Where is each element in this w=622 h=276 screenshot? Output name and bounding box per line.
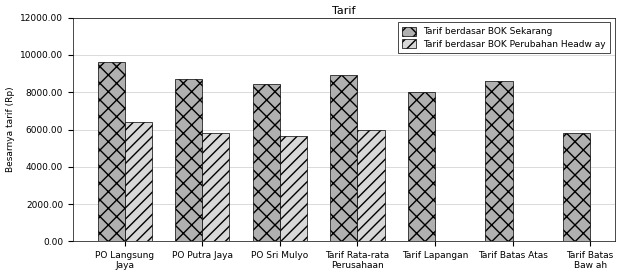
Bar [175, 79, 202, 241]
Bar [330, 75, 358, 241]
Bar [408, 92, 435, 241]
Bar [125, 122, 152, 241]
Bar [280, 136, 307, 241]
Bar [358, 131, 384, 241]
Bar [485, 81, 513, 241]
Bar [98, 62, 125, 241]
Bar [253, 84, 280, 241]
Y-axis label: Besarnya tarif (Rp): Besarnya tarif (Rp) [6, 87, 14, 172]
Bar [563, 133, 590, 241]
Title: Tarif: Tarif [332, 6, 356, 15]
Legend: Tarif berdasar BOK Sekarang, Tarif berdasar BOK Perubahan Headw ay: Tarif berdasar BOK Sekarang, Tarif berda… [398, 22, 610, 53]
Bar [202, 133, 230, 241]
